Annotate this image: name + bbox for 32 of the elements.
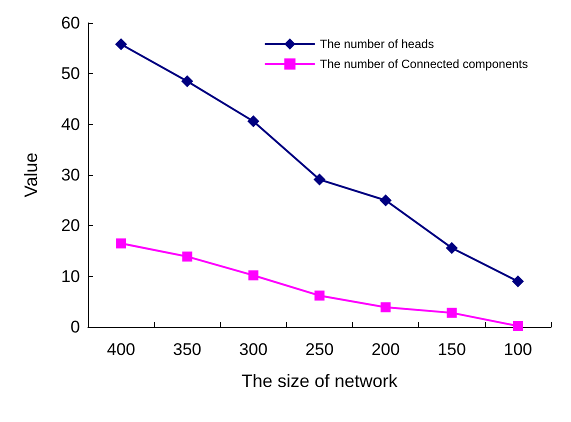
- point: [182, 252, 192, 262]
- point: [181, 75, 194, 88]
- point: [512, 320, 523, 331]
- point: [314, 290, 324, 301]
- point: [314, 174, 326, 186]
- legend-label: The number of heads: [320, 37, 434, 51]
- point: [446, 308, 457, 318]
- legend-label: The number of Connected components: [320, 57, 528, 71]
- x-axis-title: The size of network: [241, 371, 399, 391]
- y-tick-label: 60: [61, 14, 80, 32]
- point: [115, 38, 128, 50]
- y-tick-label: 40: [61, 114, 80, 134]
- y-axis-title: Value: [21, 152, 41, 198]
- point: [116, 238, 126, 248]
- point: [512, 275, 524, 288]
- x-tick-label: 400: [106, 340, 136, 359]
- point: [247, 115, 260, 128]
- x-tick-label: 350: [173, 340, 202, 359]
- x-tick-label: 250: [305, 340, 334, 359]
- y-tick-label: 30: [61, 166, 80, 184]
- y-tick-label: 0: [70, 318, 80, 336]
- y-tick-label: 20: [61, 216, 80, 236]
- y-tick-label: 50: [61, 64, 80, 84]
- point: [380, 194, 392, 206]
- x-tick-label: 200: [371, 340, 400, 359]
- x-tick-label: 150: [438, 340, 466, 359]
- point: [380, 302, 391, 312]
- x-tick-label: 100: [504, 340, 532, 359]
- point: [446, 242, 458, 254]
- x-tick-label: 300: [239, 340, 268, 359]
- y-tick-label: 10: [61, 266, 80, 286]
- point: [248, 270, 258, 280]
